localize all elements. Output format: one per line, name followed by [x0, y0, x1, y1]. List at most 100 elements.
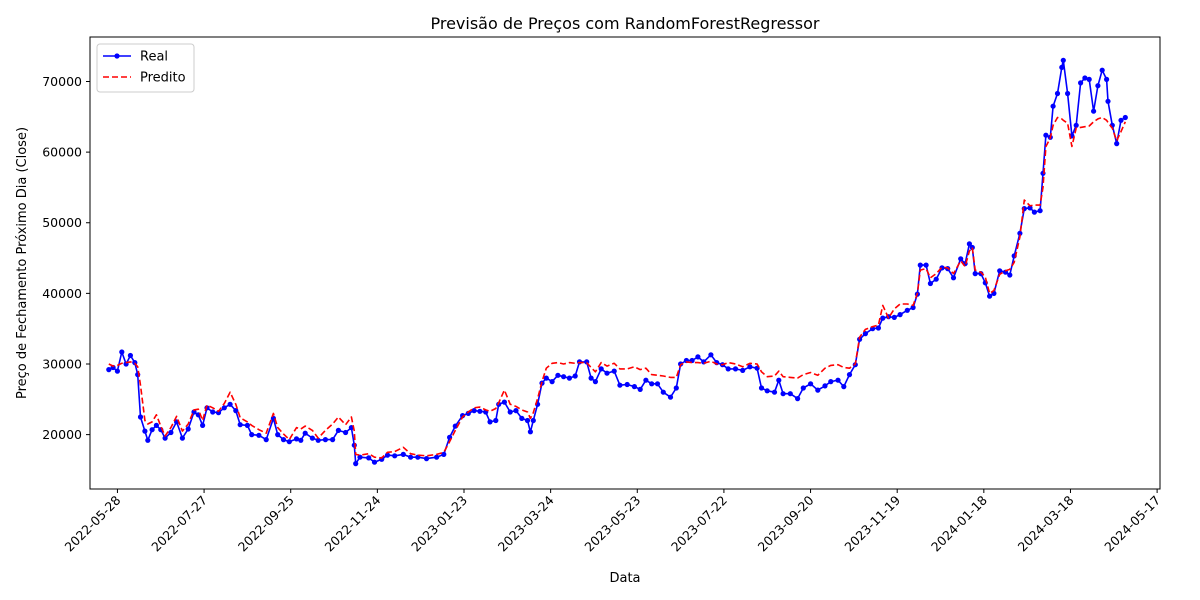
data-point: [200, 422, 206, 428]
data-point: [275, 432, 281, 438]
data-point: [330, 437, 336, 443]
data-point: [1060, 57, 1066, 63]
data-point: [471, 408, 477, 414]
data-point: [298, 437, 304, 443]
data-point: [249, 432, 255, 438]
data-point: [987, 293, 993, 299]
data-point: [835, 377, 841, 383]
data-point: [168, 429, 174, 436]
data-point: [1118, 117, 1124, 123]
data-point: [822, 383, 828, 389]
data-point: [966, 241, 973, 247]
data-point: [1104, 76, 1110, 82]
legend-label-predito: Predito: [140, 71, 186, 86]
data-point: [673, 385, 679, 391]
data-point: [917, 262, 923, 268]
data-point: [611, 368, 617, 374]
data-point: [119, 349, 125, 355]
data-point: [841, 384, 847, 390]
data-point: [771, 389, 778, 395]
data-point: [643, 377, 649, 383]
data-point: [1078, 80, 1084, 86]
data-point: [127, 352, 133, 359]
data-point: [972, 271, 978, 277]
data-point: [725, 366, 731, 372]
data-point: [293, 436, 300, 442]
data-point: [604, 370, 610, 376]
data-point: [740, 367, 746, 373]
legend-label-real: Real: [140, 50, 168, 65]
data-point: [764, 388, 770, 394]
data-point: [701, 359, 707, 365]
data-point: [1007, 272, 1013, 278]
y-tick-label: 70000: [42, 74, 82, 89]
data-point: [1043, 132, 1049, 138]
data-point: [302, 430, 308, 436]
y-tick-label: 40000: [42, 286, 82, 301]
y-tick-label: 30000: [42, 356, 82, 371]
plot-area: [89, 36, 1161, 490]
data-point: [408, 454, 414, 460]
data-point: [1095, 83, 1101, 89]
data-point: [210, 409, 216, 415]
data-point: [588, 375, 594, 381]
data-point: [315, 437, 321, 443]
data-point: [353, 461, 359, 467]
data-point: [145, 437, 151, 443]
data-point: [423, 456, 430, 462]
data-point: [1037, 208, 1043, 214]
data-point: [434, 454, 440, 460]
data-point: [624, 381, 630, 388]
data-point: [185, 426, 191, 432]
data-point: [631, 384, 638, 390]
data-point: [787, 391, 793, 397]
data-point: [149, 427, 155, 433]
data-point: [572, 373, 578, 379]
series-layer: [106, 57, 1128, 467]
data-point: [1065, 90, 1071, 97]
data-point: [384, 452, 391, 458]
data-point: [543, 375, 549, 381]
legend-marker: [114, 53, 120, 59]
data-point: [280, 437, 287, 443]
data-point: [815, 387, 821, 393]
legend: Real Predito: [96, 43, 195, 93]
data-point: [808, 381, 814, 387]
data-point: [309, 435, 315, 441]
data-point: [519, 415, 525, 421]
data-point: [1086, 76, 1092, 82]
data-point: [244, 422, 250, 428]
data-point: [263, 437, 269, 443]
data-point: [958, 256, 964, 262]
y-axis: 20000 30000 40000 50000 60000 70000: [42, 74, 90, 442]
data-point: [527, 429, 534, 435]
data-point: [732, 366, 739, 372]
data-point: [501, 399, 507, 405]
data-point: [1105, 98, 1111, 104]
data-point: [477, 408, 483, 414]
data-point: [153, 422, 159, 428]
data-point: [875, 325, 882, 331]
data-point: [400, 451, 406, 457]
data-point: [592, 379, 599, 385]
y-tick-label: 50000: [42, 215, 82, 230]
data-point: [343, 429, 349, 436]
data-point: [708, 352, 714, 358]
data-point: [828, 379, 834, 385]
data-point: [233, 408, 239, 414]
data-point: [487, 419, 493, 425]
data-point: [1082, 75, 1088, 81]
data-point: [227, 401, 233, 407]
data-point: [371, 459, 378, 465]
data-point: [927, 280, 934, 287]
data-point: [566, 375, 573, 381]
data-point: [1091, 108, 1097, 114]
data-point: [776, 377, 782, 383]
data-point: [846, 372, 853, 378]
data-point: [1027, 205, 1033, 211]
data-point: [969, 244, 975, 251]
data-point: [923, 262, 929, 268]
data-point: [524, 417, 531, 424]
data-point: [142, 428, 148, 434]
data-point: [780, 391, 786, 397]
